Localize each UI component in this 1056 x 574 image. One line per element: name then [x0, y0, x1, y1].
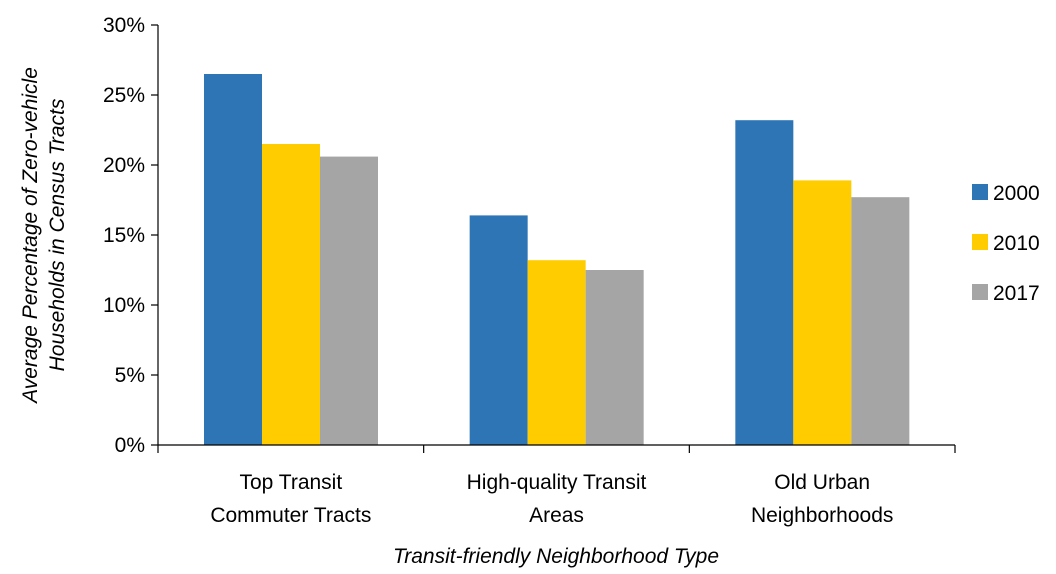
y-axis-title-line-1: Average Percentage of Zero-vehicle: [19, 67, 42, 405]
bar-2017-1: [585, 270, 644, 445]
category-label: Top Transit: [239, 471, 342, 494]
category-label: High-quality Transit: [467, 471, 647, 494]
x-axis-title: Transit-friendly Neighborhood Type: [393, 545, 719, 568]
bar-2000-2: [735, 120, 794, 445]
category-label: Commuter Tracts: [210, 504, 371, 527]
legend: 2000 2010 2017: [972, 182, 1040, 305]
legend-swatch-2000: [972, 184, 988, 200]
x-axis-ticks: [157, 445, 956, 453]
category-label: Areas: [529, 504, 584, 527]
bar-2000-0: [204, 74, 262, 445]
bars-group: [204, 74, 910, 445]
bar-2010-1: [527, 260, 586, 445]
category-label: Old Urban: [774, 471, 870, 494]
bar-2017-2: [851, 197, 910, 445]
legend-swatch-2017: [972, 284, 988, 300]
y-axis-ticks: 0% 5% 10% 15% 20% 25% 30%: [103, 14, 158, 457]
legend-label-2017: 2017: [993, 282, 1040, 305]
bar-2010-0: [262, 144, 320, 445]
y-tick-label: 5%: [115, 364, 145, 387]
category-label: Neighborhoods: [751, 504, 893, 527]
legend-label-2010: 2010: [993, 232, 1040, 255]
y-tick-label: 0%: [115, 434, 145, 457]
y-tick-label: 25%: [103, 84, 145, 107]
y-axis-title-line-2: Households in Census Tracts: [46, 98, 69, 371]
y-tick-label: 20%: [103, 154, 145, 177]
y-tick-label: 30%: [103, 14, 145, 37]
y-tick-label: 15%: [103, 224, 145, 247]
legend-swatch-2010: [972, 234, 988, 250]
bar-2017-0: [320, 156, 378, 445]
y-axis-title: Average Percentage of Zero-vehicle House…: [19, 67, 69, 405]
category-labels: Top Transit Commuter Tracts High-quality T…: [210, 471, 893, 527]
bar-2000-1: [469, 215, 528, 445]
bar-2010-2: [793, 180, 852, 445]
y-tick-label: 10%: [103, 294, 145, 317]
legend-label-2000: 2000: [993, 182, 1040, 205]
